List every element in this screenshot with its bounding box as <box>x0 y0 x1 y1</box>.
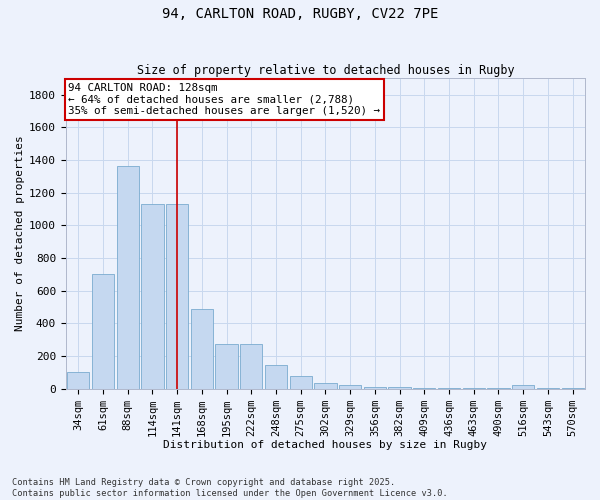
Text: Contains HM Land Registry data © Crown copyright and database right 2025.
Contai: Contains HM Land Registry data © Crown c… <box>12 478 448 498</box>
Bar <box>240 344 262 389</box>
Bar <box>314 383 337 388</box>
Bar <box>191 308 213 388</box>
Y-axis label: Number of detached properties: Number of detached properties <box>15 136 25 332</box>
Bar <box>339 384 361 388</box>
Bar <box>92 274 114 388</box>
Bar <box>215 344 238 389</box>
Bar <box>116 166 139 388</box>
Bar <box>166 204 188 388</box>
Text: 94 CARLTON ROAD: 128sqm
← 64% of detached houses are smaller (2,788)
35% of semi: 94 CARLTON ROAD: 128sqm ← 64% of detache… <box>68 83 380 116</box>
Bar <box>265 365 287 388</box>
Text: 94, CARLTON ROAD, RUGBY, CV22 7PE: 94, CARLTON ROAD, RUGBY, CV22 7PE <box>162 8 438 22</box>
Bar <box>67 372 89 388</box>
X-axis label: Distribution of detached houses by size in Rugby: Distribution of detached houses by size … <box>163 440 487 450</box>
Bar <box>141 204 164 388</box>
Title: Size of property relative to detached houses in Rugby: Size of property relative to detached ho… <box>137 64 514 77</box>
Bar <box>512 386 535 388</box>
Bar <box>290 376 312 388</box>
